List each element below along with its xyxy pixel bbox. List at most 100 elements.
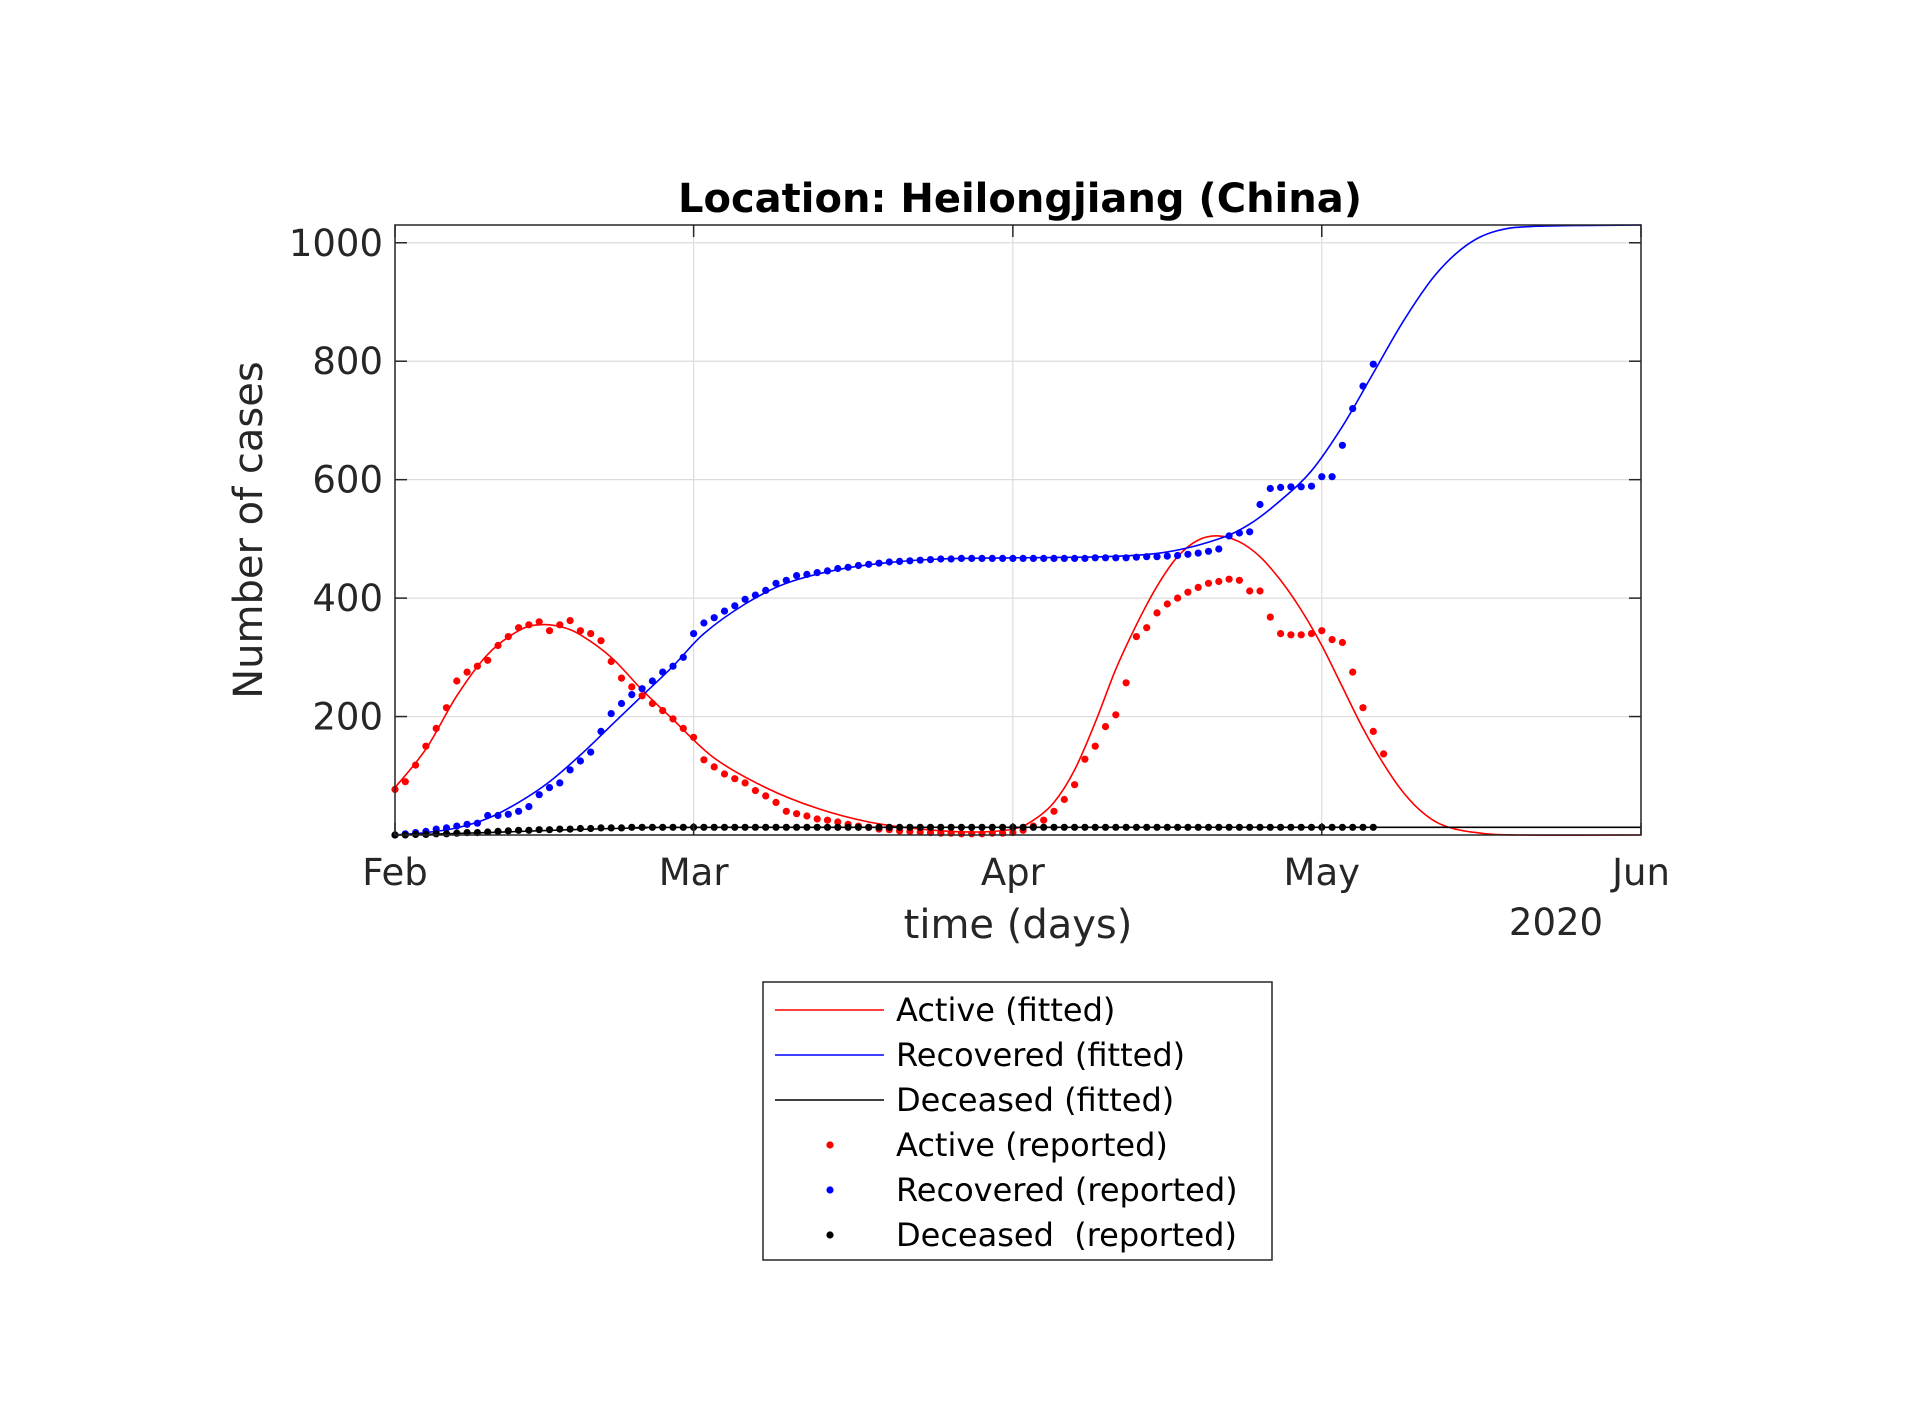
- recovered-reported-point: [896, 557, 904, 566]
- recovered-reported-point: [453, 822, 461, 830]
- active-reported-point: [968, 830, 976, 838]
- active-reported-point: [1194, 583, 1202, 592]
- active-reported-point: [473, 662, 481, 670]
- deceased-reported-point: [875, 823, 883, 831]
- deceased-reported-point: [968, 823, 976, 831]
- deceased-reported-point: [1112, 823, 1120, 831]
- recovered-reported-point: [720, 607, 729, 615]
- active-reported-point: [1297, 631, 1305, 639]
- deceased-reported-point: [1256, 823, 1264, 831]
- active-reported-point: [1246, 587, 1254, 595]
- deceased-reported-point: [1194, 823, 1202, 831]
- active-reported-point: [1050, 807, 1058, 815]
- deceased-reported-point: [1060, 823, 1068, 831]
- recovered-reported-point: [1153, 553, 1161, 561]
- deceased-reported-point: [669, 823, 677, 831]
- deceased-reported-point: [1101, 823, 1110, 831]
- active-reported-point: [504, 633, 512, 641]
- deceased-reported-point: [896, 823, 904, 831]
- legend: Active (fitted) Recovered (fitted) Decease…: [762, 981, 1273, 1261]
- recovered-reported-point: [834, 564, 842, 573]
- deceased-reported-point: [1153, 823, 1161, 831]
- recovered-reported-point: [803, 570, 811, 579]
- active-reported-point: [659, 707, 667, 715]
- deceased-reported-point: [1235, 823, 1243, 831]
- deceased-reported-point: [700, 823, 708, 831]
- plot-area-frame: [394, 224, 1642, 836]
- deceased-reported-point: [885, 823, 893, 831]
- legend-label: Deceased (reported): [896, 1216, 1237, 1254]
- active-reported-point: [690, 733, 698, 741]
- deceased-reported-point: [710, 823, 718, 831]
- active-reported-point: [1349, 668, 1357, 676]
- active-reported-point: [1328, 636, 1336, 644]
- recovered-reported-point: [1204, 547, 1213, 555]
- active-reported-point: [1081, 755, 1089, 763]
- active-reported-point: [1338, 638, 1346, 647]
- active-reported-point: [1174, 594, 1182, 602]
- y-axis-ticks: 200 400 600 800 1000: [289, 222, 1641, 739]
- recovered-reported-point: [1184, 550, 1192, 558]
- deceased-reported-point: [1163, 823, 1171, 831]
- active-reported-point: [576, 627, 585, 635]
- active-reported-point: [422, 742, 430, 750]
- active-reported-point: [463, 668, 471, 676]
- active-reported-point: [1307, 630, 1316, 638]
- deceased-reported-point: [988, 823, 996, 831]
- active-reported-point: [556, 621, 564, 629]
- recovered-reported-point: [679, 653, 687, 661]
- recovered-reported-point: [556, 779, 564, 787]
- active-reported-point: [1287, 631, 1295, 639]
- deceased-reported-point: [679, 823, 687, 831]
- y-tick-label: 600: [312, 459, 383, 502]
- recovered-reported-point: [988, 554, 996, 563]
- recovered-reported-point: [484, 811, 492, 820]
- deceased-reported-point: [947, 823, 955, 831]
- deceased-reported-point: [1184, 823, 1192, 831]
- active-reported-point: [617, 674, 626, 682]
- deceased-reported-point: [1328, 823, 1336, 831]
- recovered-reported-point: [669, 662, 677, 670]
- deceased-reported-point: [1071, 823, 1079, 831]
- recovered-reported-point: [1235, 529, 1243, 537]
- deceased-reported-point: [504, 827, 512, 835]
- deceased-reported-point: [1338, 823, 1346, 831]
- deceased-reported-point: [1029, 823, 1037, 831]
- deceased-reported-point: [566, 825, 574, 833]
- deceased-reported-point: [1204, 823, 1213, 831]
- active-reported-point: [1380, 750, 1388, 758]
- recovered-reported-point: [1246, 528, 1254, 536]
- recovered-reported-point: [1019, 554, 1027, 563]
- active-reported-point: [1143, 624, 1151, 632]
- recovered-reported-point: [916, 556, 924, 564]
- deceased-reported-point: [937, 823, 945, 831]
- recovered-reported-point: [762, 586, 770, 595]
- active-reported-point: [1277, 630, 1285, 638]
- active-reported-point: [834, 818, 842, 826]
- x-tick-label: Apr: [981, 851, 1046, 894]
- recovered-reported-point: [473, 819, 481, 827]
- recovered-reported-point: [772, 579, 780, 587]
- recovered-reported-point: [535, 791, 543, 799]
- deceased-reported-point: [1307, 823, 1316, 831]
- recovered-reported-point: [659, 668, 667, 676]
- recovered-reported-point: [1040, 554, 1048, 563]
- active-reported-point: [484, 656, 492, 664]
- active-reported-point: [1359, 704, 1367, 712]
- active-reported-point: [648, 699, 657, 708]
- recovered-reported-point: [607, 710, 615, 718]
- x-axis-year-label: 2020: [1509, 901, 1603, 944]
- deceased-reported-point: [813, 823, 821, 831]
- recovered-reported-point: [648, 677, 657, 685]
- deceased-reported-point: [1081, 823, 1089, 831]
- deceased-reported-point: [803, 823, 811, 831]
- recovered-reported-point: [1287, 483, 1295, 491]
- legend-label: Active (fitted): [896, 991, 1115, 1029]
- deceased-reported-point: [731, 823, 739, 831]
- deceased-reported-point: [1050, 823, 1058, 831]
- recovered-reported-point: [978, 554, 986, 563]
- deceased-reported-point: [628, 823, 636, 831]
- recovered-reported-point: [1009, 554, 1017, 563]
- recovered-reported-point: [525, 803, 533, 811]
- active-reported-point: [1101, 723, 1110, 731]
